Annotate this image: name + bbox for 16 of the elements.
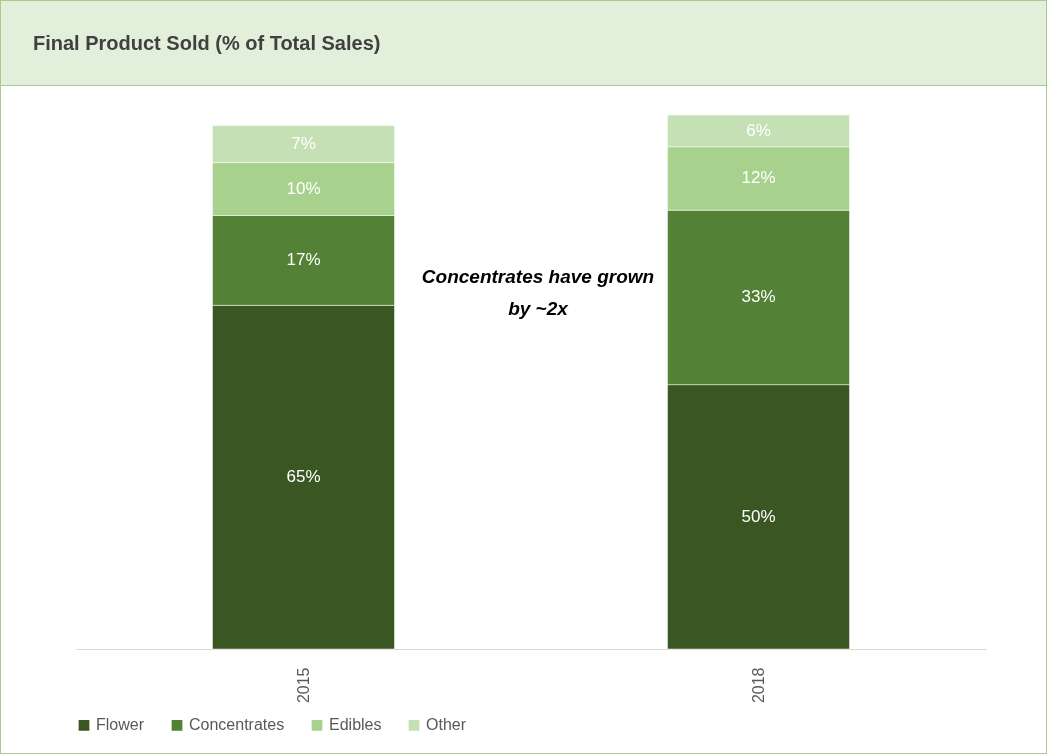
- legend-label: Concentrates: [189, 716, 285, 734]
- x-tick-label: 2018: [749, 667, 767, 704]
- annotation: Concentrates have grown by ~2x: [421, 266, 655, 319]
- data-label: 33%: [741, 287, 776, 307]
- legend-label: Other: [426, 716, 467, 734]
- data-label: 6%: [746, 120, 771, 140]
- data-label: 12%: [741, 168, 776, 188]
- x-tick-label: 2015: [294, 667, 312, 704]
- data-label: 7%: [291, 134, 316, 154]
- data-label: 10%: [286, 179, 321, 199]
- data-label: 65%: [286, 467, 321, 487]
- data-label: 50%: [741, 506, 776, 526]
- data-label: 17%: [286, 250, 321, 270]
- chart-title: Final Product Sold (% of Total Sales): [1, 1, 1046, 86]
- legend-label: Flower: [96, 716, 145, 734]
- legend-label: Edibles: [329, 716, 382, 734]
